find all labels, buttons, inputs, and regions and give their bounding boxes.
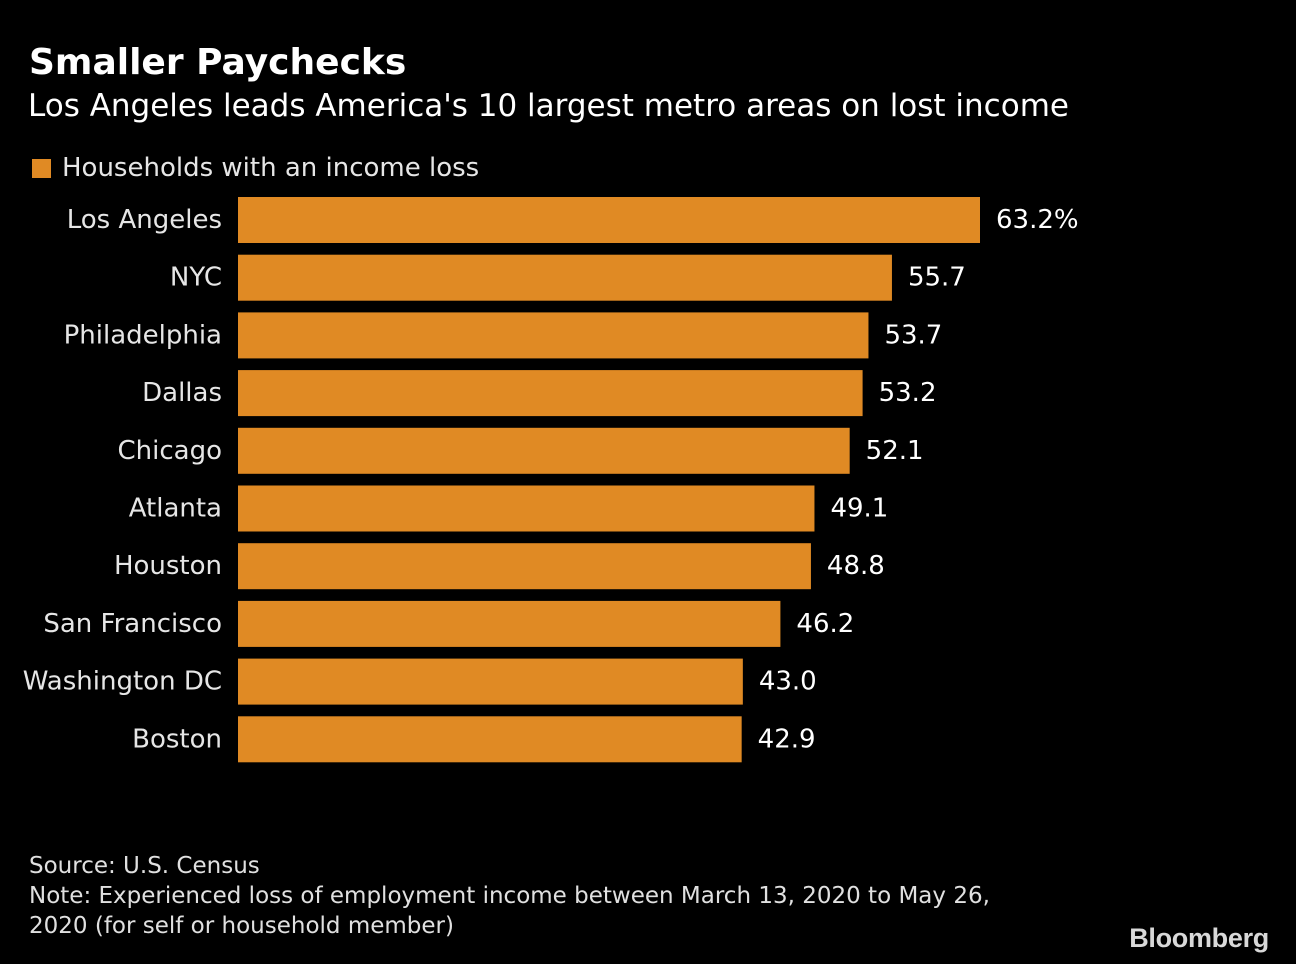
bar bbox=[238, 543, 811, 590]
bar-chart: Los Angeles 63.2% NYC 55.7 Philadelphia 53.7 D… bbox=[23, 197, 1079, 763]
bar bbox=[238, 312, 869, 359]
bar bbox=[238, 370, 863, 417]
value-label: 48.8 bbox=[827, 551, 885, 581]
value-label: 53.2 bbox=[879, 378, 937, 408]
value-label: 43.0 bbox=[759, 667, 817, 697]
chart-title: Smaller Paychecks bbox=[29, 42, 407, 83]
bar bbox=[238, 254, 892, 301]
legend-label: Households with an income loss bbox=[62, 153, 480, 183]
category-label: Atlanta bbox=[129, 494, 222, 524]
source-note: Source: U.S. Census bbox=[29, 853, 260, 879]
category-label: Dallas bbox=[142, 378, 222, 408]
bar bbox=[238, 600, 781, 647]
value-label: 53.7 bbox=[884, 320, 942, 350]
category-label: Los Angeles bbox=[67, 205, 222, 235]
category-label: Houston bbox=[114, 551, 222, 581]
category-label: Philadelphia bbox=[64, 320, 222, 350]
category-label: San Francisco bbox=[43, 609, 222, 639]
value-label: 42.9 bbox=[758, 724, 816, 754]
bar bbox=[238, 427, 850, 474]
footer: Source: U.S. Census Note: Experienced lo… bbox=[29, 851, 990, 941]
value-label: 46.2 bbox=[796, 609, 854, 639]
legend-swatch bbox=[32, 158, 51, 178]
bar bbox=[238, 658, 743, 705]
value-label: 49.1 bbox=[830, 494, 888, 524]
value-label: 52.1 bbox=[866, 436, 924, 466]
legend: Households with an income loss bbox=[32, 151, 479, 185]
bar bbox=[238, 485, 815, 532]
category-label: Chicago bbox=[118, 436, 223, 466]
bar bbox=[238, 716, 742, 763]
value-label: 63.2% bbox=[996, 205, 1079, 235]
category-label: Boston bbox=[132, 724, 222, 754]
bloomberg-logo: Bloomberg bbox=[1129, 923, 1269, 953]
category-label: NYC bbox=[170, 263, 222, 293]
footnote-line-1: Note: Experienced loss of employment inc… bbox=[29, 883, 990, 909]
value-label: 55.7 bbox=[908, 263, 966, 293]
category-label: Washington DC bbox=[23, 667, 222, 697]
chart-subtitle: Los Angeles leads America's 10 largest m… bbox=[28, 88, 1069, 124]
footnote-line-2: 2020 (for self or household member) bbox=[29, 913, 454, 939]
bar bbox=[238, 197, 980, 243]
